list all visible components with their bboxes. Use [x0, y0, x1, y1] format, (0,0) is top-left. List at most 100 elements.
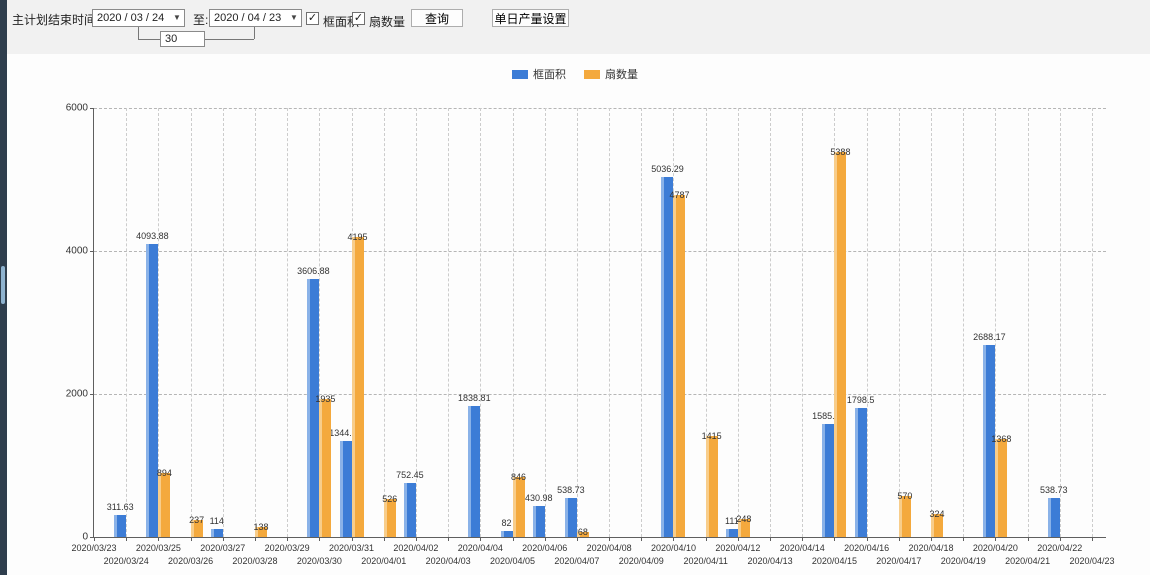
x-axis-date-label: 2020/04/04 [457, 543, 503, 553]
bar-fan-count [512, 477, 525, 537]
value-label-frame-area: 1838.81 [458, 393, 491, 403]
y-axis-tick-label: 0 [82, 531, 88, 543]
date-from-picker[interactable]: 2020 / 03 / 24 ▼ [92, 9, 185, 27]
chart-legend: 框面积 扇数量 [0, 66, 1150, 82]
bar-frame-area [307, 279, 320, 537]
bar-fan-count [898, 496, 911, 537]
fan-count-checkbox[interactable] [352, 12, 365, 25]
vertical-gridline [963, 108, 965, 537]
bar-fan-count [190, 520, 203, 537]
x-axis-date-label: 2020/04/10 [650, 543, 696, 553]
bar-frame-area [114, 515, 127, 537]
x-axis-tick [995, 537, 997, 541]
value-label-fan-count: 5388 [830, 147, 851, 157]
y-axis-tick-label: 4000 [65, 245, 88, 257]
value-label-frame-area: 1798.5 [846, 395, 875, 405]
dock-edge-strip [0, 0, 7, 575]
chevron-down-icon[interactable]: ▼ [173, 13, 181, 22]
x-axis-date-label: 2020/03/25 [135, 543, 181, 553]
bar-frame-area [1047, 498, 1060, 537]
x-axis-tick [222, 537, 224, 541]
y-axis-tick [90, 108, 94, 109]
x-axis-date-label: 2020/04/06 [522, 543, 568, 553]
x-axis-date-label: 2020/04/12 [715, 543, 761, 553]
vertical-gridline [222, 108, 224, 537]
chevron-down-icon[interactable]: ▼ [290, 13, 298, 22]
connector-line [205, 39, 254, 40]
value-label-frame-area: 538.73 [1040, 485, 1068, 495]
value-label-fan-count: 68 [577, 527, 588, 537]
vertical-gridline [158, 108, 160, 537]
legend-item-frame-area[interactable]: 框面积 [512, 66, 566, 82]
x-axis-tick [94, 537, 95, 541]
plan-end-time-label: 主计划结束时间: [12, 13, 100, 27]
value-label-fan-count: 1368 [991, 434, 1012, 444]
value-label-frame-area: 1585.96 [812, 411, 845, 421]
daily-output-settings-button[interactable]: 单日产量设置 [492, 9, 569, 27]
x-axis-tick [1027, 537, 1029, 541]
x-axis-tick [512, 537, 514, 541]
value-label-fan-count: 570 [897, 491, 913, 501]
value-label-frame-area: 2688.17 [973, 332, 1006, 342]
x-axis-tick [287, 537, 289, 541]
vertical-gridline [448, 108, 450, 537]
x-axis-tick [415, 537, 417, 541]
vertical-gridline [1027, 108, 1029, 537]
bar-fan-count [673, 195, 686, 537]
legend-item-fan-count[interactable]: 扇数量 [584, 66, 638, 82]
bar-fan-count [931, 514, 944, 537]
x-axis-tick [705, 537, 707, 541]
bar-frame-area [532, 506, 545, 537]
value-label-frame-area: 311.63 [106, 502, 134, 512]
vertical-gridline [383, 108, 385, 537]
x-axis-tick [319, 537, 321, 541]
bar-frame-area [725, 529, 738, 537]
x-axis-tick [576, 537, 578, 541]
connector-line [138, 39, 160, 40]
bar-frame-area [564, 498, 577, 537]
horizontal-gridline [94, 251, 1106, 252]
x-axis-tick [609, 537, 611, 541]
bar-frame-area [403, 483, 416, 537]
query-button[interactable]: 查询 [411, 9, 463, 27]
bar-frame-area [822, 424, 835, 537]
vertical-gridline [770, 108, 772, 537]
x-axis-date-label: 2020/04/11 [683, 556, 728, 566]
value-label-fan-count: 4195 [347, 232, 368, 242]
x-axis-date-label: 2020/04/18 [908, 543, 954, 553]
x-axis-tick [673, 537, 675, 541]
x-axis-date-label: 2020/04/16 [844, 543, 890, 553]
bar-chart-plot-area: 0 2000 4000 6000 2020/03/23 2020/03/24 2020/03… [66, 103, 1115, 567]
x-axis-date-label: 2020/04/08 [586, 543, 632, 553]
x-axis-tick [158, 537, 160, 541]
x-axis-date-label: 2020/04/15 [811, 556, 857, 566]
x-axis-tick [1092, 537, 1093, 541]
vertical-gridline [995, 108, 997, 537]
y-axis-tick-label: 6000 [65, 102, 88, 114]
x-axis-date-label: 2020/03/29 [264, 543, 310, 553]
bar-frame-area [500, 531, 513, 537]
bar-fan-count [834, 152, 847, 537]
y-axis-tick [90, 537, 94, 538]
x-axis-tick [254, 537, 256, 541]
vertical-gridline [705, 108, 707, 537]
interval-days-input[interactable]: 30 [160, 31, 205, 47]
value-label-fan-count: 894 [156, 468, 172, 478]
x-axis-tick [802, 537, 804, 541]
vertical-gridline [544, 108, 546, 537]
value-label-frame-area: 114 [209, 516, 224, 526]
date-to-picker[interactable]: 2020 / 04 / 23 ▼ [209, 9, 302, 27]
frame-area-checkbox[interactable] [306, 12, 319, 25]
value-label-frame-area: 4093.88 [136, 231, 169, 241]
value-label-fan-count: 237 [189, 515, 205, 525]
vertical-gridline [415, 108, 417, 537]
x-axis-tick [898, 537, 900, 541]
x-axis-date-label: 2020/03/24 [103, 556, 149, 566]
dock-scrollbar-thumb[interactable] [1, 266, 5, 304]
value-label-frame-area: 82 [501, 518, 512, 528]
value-label-fan-count: 1415 [701, 431, 722, 441]
bar-frame-area [661, 177, 674, 537]
x-axis-tick [834, 537, 836, 541]
y-axis-tick [90, 251, 94, 252]
vertical-gridline [190, 108, 192, 537]
